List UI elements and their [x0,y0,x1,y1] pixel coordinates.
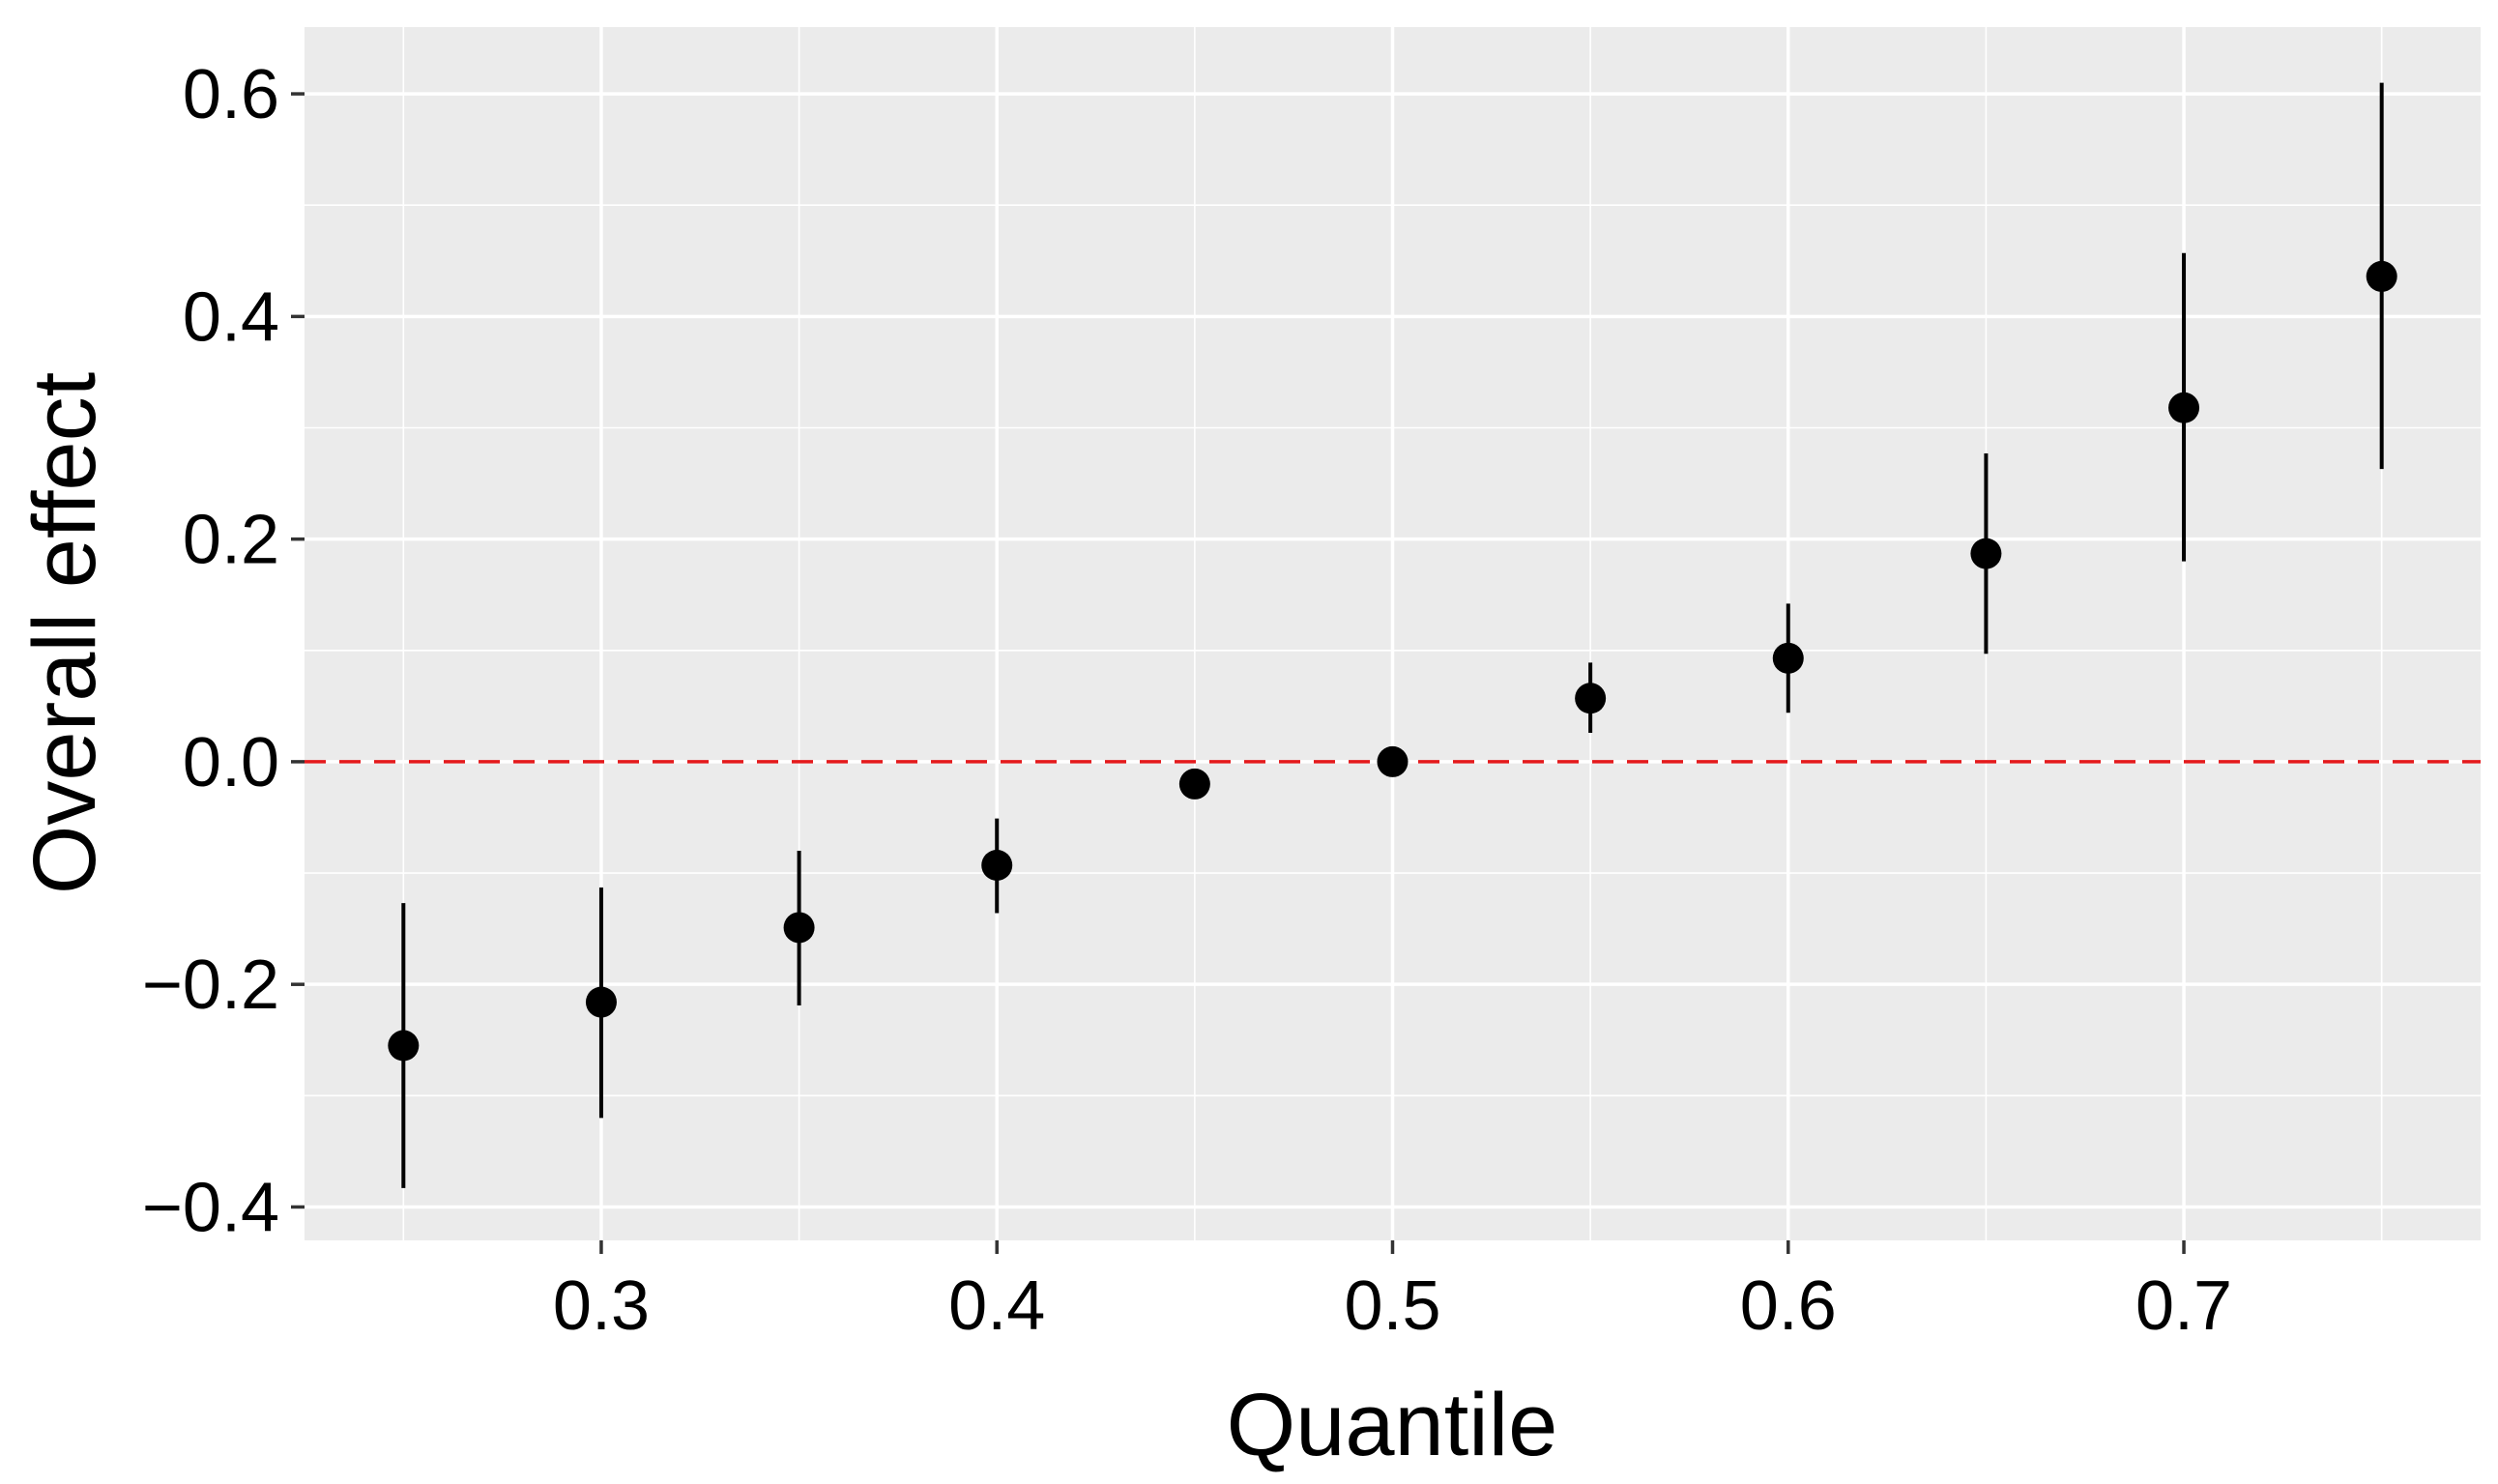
x-axis-title: Quantile [1227,1376,1558,1474]
data-point [1772,642,1804,674]
x-tick-label: 0.3 [553,1267,650,1345]
y-tick-label: 0.2 [183,502,279,579]
x-tick-label: 0.5 [1344,1267,1440,1345]
data-point [981,849,1013,881]
y-tick-label: 0.4 [183,278,279,356]
data-point [1178,768,1210,800]
data-point [1970,538,2002,569]
data-point [585,986,617,1018]
y-tick-label: 0.0 [183,724,279,801]
x-tick-label: 0.7 [2135,1267,2232,1345]
y-tick-label: −0.4 [142,1169,279,1246]
y-tick-label: −0.2 [142,946,279,1024]
x-tick-label: 0.6 [1740,1267,1837,1345]
y-tick-label: 0.6 [183,56,279,133]
data-point [2366,260,2397,292]
data-point [1377,745,1409,777]
data-point [388,1030,420,1062]
x-tick-label: 0.4 [948,1267,1045,1345]
data-point [783,912,815,944]
y-axis: −0.4 −0.2 0.0 0.2 0.4 0.6 [142,56,305,1246]
data-points [388,260,2397,1062]
data-point [2168,392,2200,423]
y-axis-title: Overall effect [15,372,114,894]
x-axis: 0.3 0.4 0.5 0.6 0.7 [553,1240,2232,1345]
data-point [1575,683,1607,714]
